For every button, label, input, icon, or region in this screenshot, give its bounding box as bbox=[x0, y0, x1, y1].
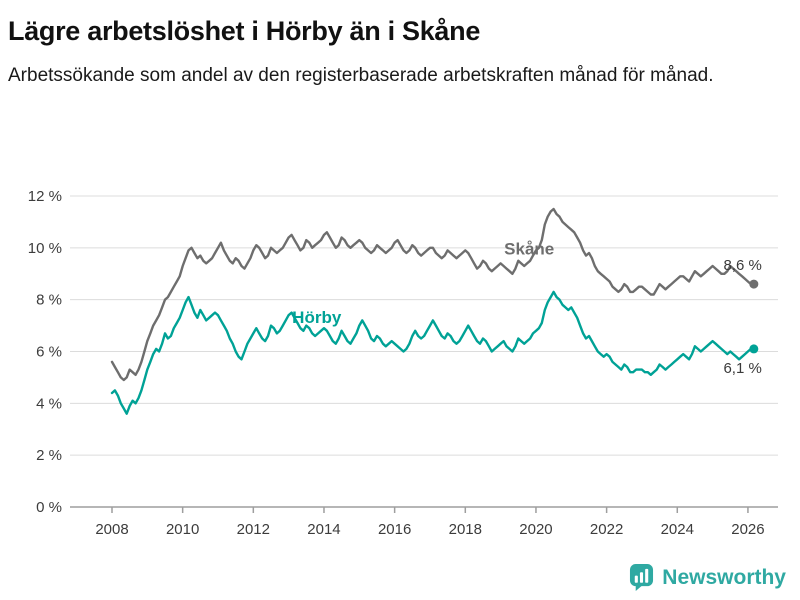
brand-name: Newsworthy bbox=[662, 565, 786, 589]
series-line-horby bbox=[110, 290, 755, 415]
x-axis-label: 2018 bbox=[449, 521, 482, 538]
y-axis-label: 0 % bbox=[36, 499, 62, 516]
y-axis-label: 12 % bbox=[28, 188, 62, 205]
x-axis-label: 2012 bbox=[237, 521, 270, 538]
y-axis-label: 2 % bbox=[36, 447, 62, 464]
x-axis-label: 2022 bbox=[590, 521, 623, 538]
unemployment-line-chart: 0 % 2 % 4 % 6 % 8 % 10 % 12 % 2008 2010 2012 2014 2… bbox=[28, 188, 778, 538]
chart-subtitle: Arbetssökande som andel av den registerb… bbox=[8, 65, 714, 86]
x-axis-label: 2014 bbox=[307, 521, 340, 538]
page-title: Lägre arbetslöshet i Hörby än i Skåne bbox=[8, 16, 481, 46]
x-axis-label: 2016 bbox=[378, 521, 411, 538]
y-axis-label: 6 % bbox=[36, 344, 62, 361]
newsworthy-logo-icon bbox=[630, 564, 654, 591]
x-axis-label: 2008 bbox=[95, 521, 128, 538]
x-axis-label: 2020 bbox=[519, 521, 552, 538]
series-name-label-horby: Hörby bbox=[292, 308, 342, 327]
series-name-label-skane: Skåne bbox=[504, 239, 554, 258]
x-axis-label: 2026 bbox=[731, 521, 764, 538]
brand-footer[interactable]: Newsworthy bbox=[629, 563, 786, 592]
y-axis-label: 8 % bbox=[36, 292, 62, 309]
y-axis-label: 4 % bbox=[36, 395, 62, 412]
chart-header: Lägre arbetslöshet i Hörby än i Skåne Ar… bbox=[0, 0, 800, 89]
series-end-dot-horby bbox=[749, 344, 759, 354]
series-end-label-skane: 8,6 % bbox=[723, 257, 761, 274]
series-end-label-horby: 6,1 % bbox=[723, 360, 761, 377]
series-line-skane bbox=[110, 207, 755, 382]
series-end-dot-skane bbox=[749, 279, 759, 289]
x-axis-label: 2024 bbox=[661, 521, 694, 538]
x-axis-label: 2010 bbox=[166, 521, 199, 538]
chart-area: 0 % 2 % 4 % 6 % 8 % 10 % 12 % 2008 2010 2012 2014 2… bbox=[0, 160, 800, 555]
y-axis-label: 10 % bbox=[28, 240, 62, 257]
